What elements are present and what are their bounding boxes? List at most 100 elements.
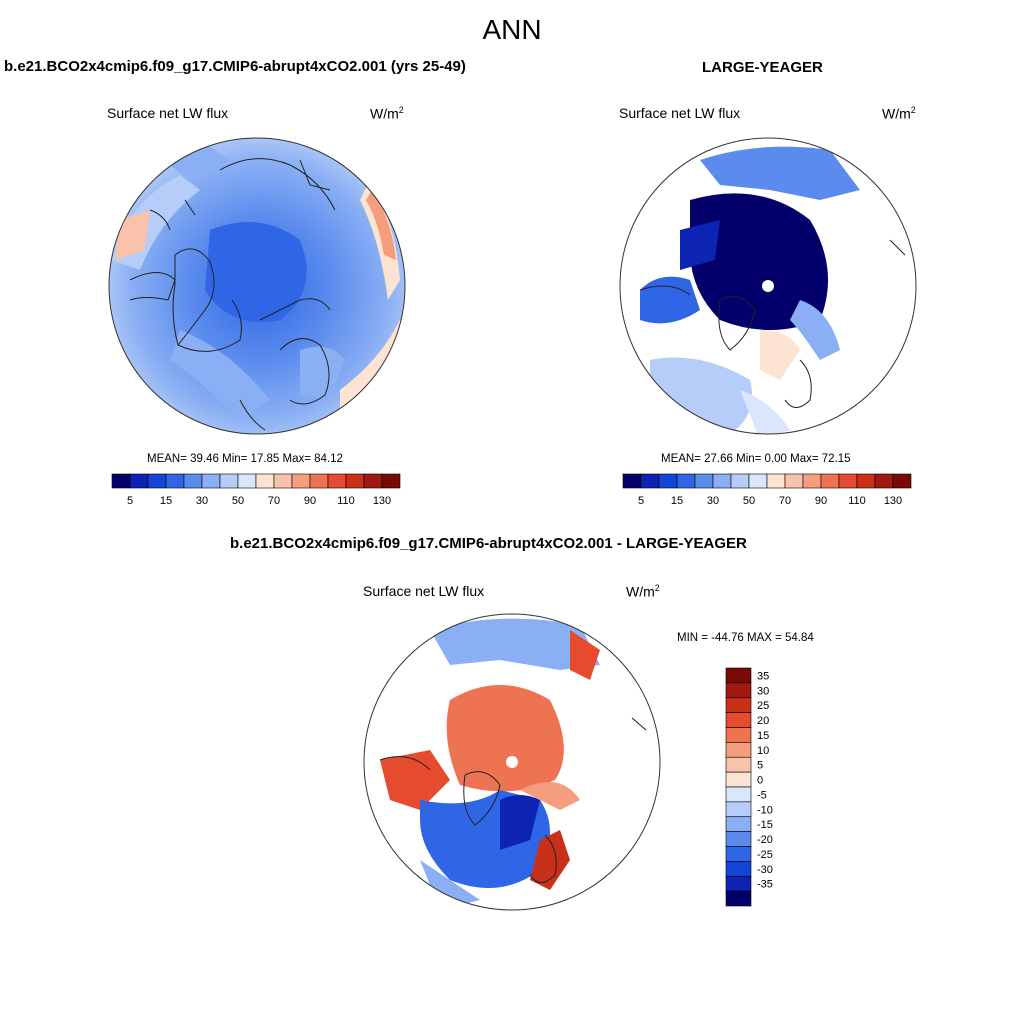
panel1-colorbar-label: 70 [268,495,280,507]
panel1-warm-patch [340,320,405,410]
panel1-colorbar-label: 110 [337,495,355,507]
panel3-colorbar-box [725,846,752,862]
panel1-coastlines [129,158,336,431]
panel3-colorbar-box [725,667,752,684]
main-title: ANN [482,14,542,45]
panel1-colorbar-label: 5 [127,495,133,507]
panel3-colorbar-box [725,682,752,699]
panel2-coastline [889,239,906,256]
panel2-colorbar-box [856,473,876,489]
panel2-colorbar-label: 15 [671,495,683,507]
panel2-field-patch [680,220,720,270]
panel3-coastlines [379,717,647,883]
panel2-colorbar-box [784,473,804,489]
panel1-coastline [177,299,242,352]
panel2-colorbar-box [658,473,678,489]
panel1-greenland-coast [172,248,215,347]
panel1-colorbar-label: 15 [160,495,172,507]
panel3-coastline [379,756,431,771]
panel1-stats: MEAN= 39.46 Min= 17.85 Max= 84.12 [147,453,343,465]
panel2-map [619,137,917,435]
panel3-field-patch [570,630,600,680]
panel3-coastline [631,717,647,731]
panel2-units-label: W/m2 [882,105,916,122]
panel3-colorbar-label: 15 [757,730,769,742]
panel1-scandinavia-coast [279,338,330,405]
panel3-stats: MIN = -44.76 MAX = 54.84 [677,632,814,644]
panel2-colorbar-box [622,473,642,489]
panel3-colorbar-box [725,861,752,877]
panel1-colorbar-box [363,473,383,489]
panel1-colorbar-box [345,473,365,489]
panel3-field-patch [430,618,600,670]
panel2-warm-patch [760,330,800,380]
panel2-field-patch [790,300,840,360]
panel1-colorbar-box [129,473,149,489]
panel1-coastline [149,199,196,231]
panel3-colorbar-box [725,771,752,788]
panel1-colorbar-box [165,473,185,489]
panel2-colorbar-box [712,473,732,489]
panel2-colorbar: 5 15 30 50 70 90 110 130 [622,473,912,507]
panel3-units-label: W/m2 [626,583,660,600]
panel3-colorbar-label: -25 [757,849,773,861]
panel2-colorbar-box [766,473,786,489]
panel3-colorbar-box [725,756,752,773]
panel3-colorbar-label: 0 [757,775,763,787]
panel2-colorbar-box [838,473,858,489]
panel3-variable-label: Surface net LW flux [363,583,485,599]
panel2-colorbar-box [730,473,750,489]
panel2-map-border [619,137,917,435]
panel1-field-patch [170,330,270,420]
panel2-colorbar-box [694,473,714,489]
panel2-field-patch [640,276,700,324]
panel3-colorbar-label: -20 [757,834,773,846]
panel2-field-patch [740,390,790,434]
panel1-coastline [239,399,266,431]
panel2-scandinavia-coast [784,359,812,408]
panel1-colorbar-box [327,473,347,489]
panel1-colorbar-box [273,473,293,489]
panel3-map [363,613,661,911]
panel1-colorbar-label: 130 [373,495,391,507]
panel3-colorbar-label: -35 [757,879,773,891]
panel3-colorbar-label: 25 [757,700,769,712]
panel1-colorbar: 5 15 30 50 70 90 110 130 [111,473,401,507]
panel3-colorbar-box [725,786,752,803]
panel3-colorbar-box [725,727,752,743]
panel3-colorbar-label: 20 [757,715,769,727]
panel3-field-patch [500,795,540,850]
panel3-field-patch [380,750,450,810]
panel3-colorbar-box [725,742,752,758]
panel1-colorbar-box [147,473,167,489]
panel1-coastline [259,298,331,321]
panel3-arctic-field [446,685,564,792]
panel2-colorbar-box [802,473,822,489]
panel1-colorbar-box [201,473,221,489]
panel2-colorbar-box [874,473,894,489]
panel3-colorbar-label: -10 [757,804,773,816]
panel2-pole-hole [762,280,774,292]
panel3-colorbar-label: 10 [757,745,769,757]
panel1-units-label: W/m2 [370,105,404,122]
panel2-colorbar-label: 110 [848,495,866,507]
panel1-map-border [108,137,406,435]
panel2-colorbar-box [892,473,912,489]
panel2-field-patch [700,146,860,200]
panel1-colorbar-box [183,473,203,489]
panel1-colorbar-box [255,473,275,489]
panel3-warm-patch [520,782,580,810]
panel1-colorbar-label: 30 [196,495,208,507]
panel3-colorbar-label: 5 [757,760,763,772]
panel1-colorbar-box [309,473,329,489]
panel2-variable-label: Surface net LW flux [619,105,741,121]
panel1-arctic-field [205,222,307,322]
panel3-colorbar-label: 30 [757,685,769,697]
panel3-colorbar-label: -30 [757,864,773,876]
panel2-coastline [639,285,691,296]
panel1-coastline [219,158,336,211]
panel2-colorbar-label: 30 [707,495,719,507]
panel2-arctic-field [690,193,828,330]
panel3-colorbar-box [725,697,752,713]
panel3-colorbar-box [725,831,752,847]
